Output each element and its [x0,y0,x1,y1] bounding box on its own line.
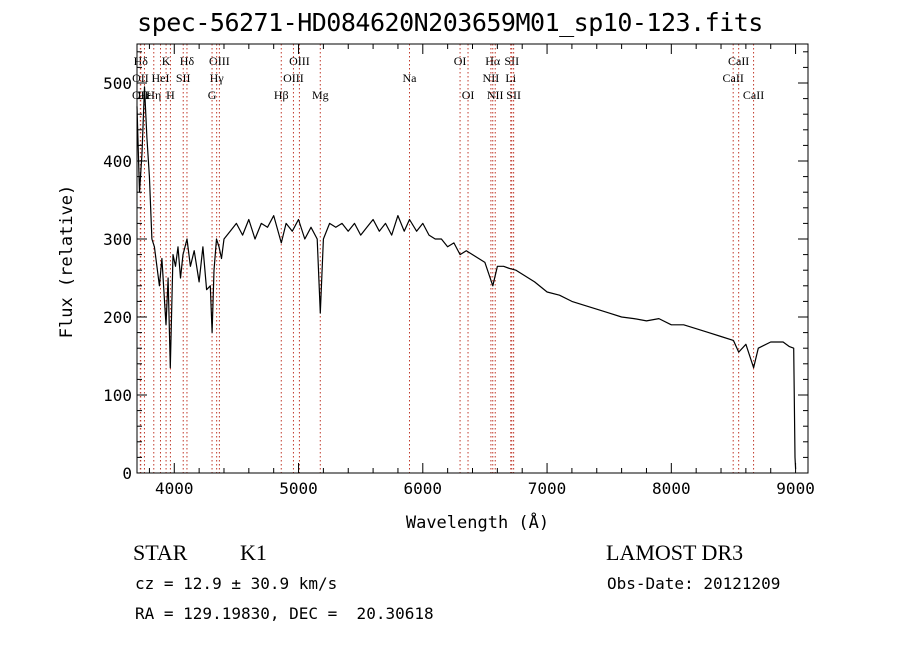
marker-label-7: H [166,88,175,102]
coordinates-text: RA = 129.19830, DEC = 20.30618 [135,604,434,623]
object-subclass: K1 [240,540,267,565]
marker-label-17: Na [403,71,418,85]
survey-label: LAMOST DR3 [606,540,744,565]
marker-label-11: Hγ [210,71,225,85]
marker-label-8: Hδ [180,54,195,68]
marker-label-5: K [162,54,171,68]
marker-label-25: SII [506,88,521,102]
marker-label-19: OI [462,88,475,102]
x-tick-label-5: 9000 [776,479,815,498]
x-tick-label-0: 4000 [155,479,194,498]
marker-label-20: Hα [485,54,501,68]
marker-label-9: SII [176,71,191,85]
x-tick-label-2: 6000 [404,479,443,498]
x-axis-label: Wavelength (Å) [406,511,549,533]
marker-label-6: HeI [151,71,169,85]
plot-frame [136,43,809,474]
marker-label-26: CaII [728,54,749,68]
marker-label-13: Hβ [274,88,289,102]
x-tick-label-4: 8000 [652,479,691,498]
object-class: STAR [133,540,188,565]
marker-label-18: OI [454,54,467,68]
marker-label-22: NII [487,88,504,102]
marker-label-15: OIII [283,71,304,85]
y-tick-label-2: 200 [103,308,132,327]
y-tick-label-4: 400 [103,152,132,171]
marker-label-28: CaII [743,88,764,102]
obs-date-text: Obs-Date: 20121209 [607,574,781,593]
marker-label-23: SII [504,54,519,68]
chart-title: spec-56271-HD084620N203659M01_sp10-123.f… [137,8,763,37]
marker-label-10: OIII [209,54,230,68]
y-axis-label: Flux (relative) [57,185,77,339]
redshift-text: cz = 12.9 ± 30.9 km/s [135,574,338,593]
marker-label-21: NII [483,71,500,85]
y-tick-label-3: 300 [103,230,132,249]
marker-label-16: Mg [312,88,329,102]
marker-label-4: Hη [146,88,161,102]
marker-label-24: Li [505,71,516,85]
marker-label-12: G [208,88,217,102]
marker-label-27: CaII [723,71,744,85]
spectrum-line [136,86,797,470]
y-tick-label-0: 0 [122,464,132,483]
marker-label-14: OIII [289,54,310,68]
x-tick-label-1: 5000 [279,479,318,498]
x-tick-label-3: 7000 [528,479,567,498]
y-tick-label-1: 100 [103,386,132,405]
y-tick-label-5: 500 [103,74,132,93]
